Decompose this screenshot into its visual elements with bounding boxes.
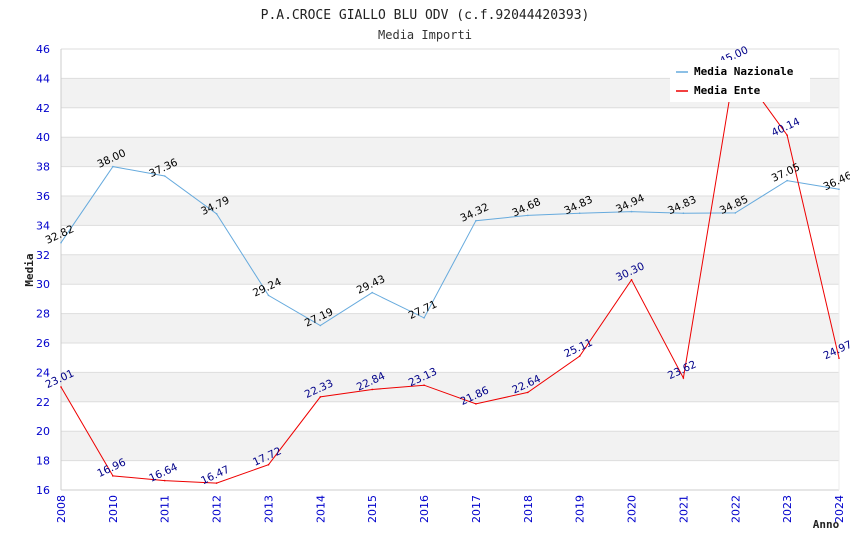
data-point xyxy=(319,324,322,327)
data-point xyxy=(578,212,581,214)
series-line-media-ente xyxy=(60,62,840,484)
series-line-media-nazionale xyxy=(60,166,840,327)
y-tick-label: 18 xyxy=(36,455,50,468)
data-point xyxy=(682,212,685,214)
y-tick-label: 46 xyxy=(36,43,50,56)
legend-label-media-nazionale: Media Nazionale xyxy=(694,65,794,78)
data-point xyxy=(838,357,840,359)
x-tick-label: 2012 xyxy=(211,495,224,523)
data-label: 16.47 xyxy=(199,464,231,488)
data-point xyxy=(527,214,529,217)
data-point xyxy=(475,403,477,405)
x-axis-label: Anno xyxy=(813,518,840,531)
data-point xyxy=(215,212,218,215)
data-point xyxy=(475,219,477,222)
y-tick-label: 44 xyxy=(36,72,50,85)
data-point xyxy=(267,463,270,466)
y-tick-label: 24 xyxy=(36,366,50,379)
data-point xyxy=(786,179,788,182)
x-tick-label: 2015 xyxy=(366,495,379,523)
x-tick-label: 2017 xyxy=(470,495,483,523)
x-axis-ticks: 2008 2010 2011 2012 2013 2014 2015 2016 2017 2018… xyxy=(55,495,846,523)
data-point xyxy=(60,241,62,244)
y-tick-label: 32 xyxy=(36,249,50,262)
x-tick-label: 2019 xyxy=(574,495,587,523)
x-tick-label: 2018 xyxy=(522,495,535,523)
x-tick-label: 2014 xyxy=(314,495,327,523)
data-point xyxy=(60,386,62,388)
data-label: 36.46 xyxy=(822,170,850,194)
data-point xyxy=(112,165,114,168)
grid-bands xyxy=(61,78,839,461)
y-tick-label: 38 xyxy=(36,161,50,174)
x-tick-label: 2008 xyxy=(55,495,68,523)
data-label: 40.14 xyxy=(770,115,803,139)
legend-label-media-ente: Media Ente xyxy=(694,84,761,97)
data-point xyxy=(423,384,425,386)
x-tick-label: 2023 xyxy=(781,495,794,523)
legend: Media Nazionale Media Ente xyxy=(670,60,810,102)
series-lines xyxy=(60,62,840,484)
y-axis-ticks: 16 18 20 22 24 26 28 30 32 34 36 38 40 42 44 46 xyxy=(36,43,50,497)
data-point xyxy=(838,188,840,191)
data-point xyxy=(527,391,529,394)
y-tick-label: 20 xyxy=(36,425,50,438)
data-point xyxy=(786,134,788,136)
x-tick-label: 2016 xyxy=(418,495,431,523)
grid-lines xyxy=(60,48,840,491)
x-tick-label: 2024 xyxy=(833,495,846,523)
data-point xyxy=(163,175,166,177)
data-point xyxy=(267,294,270,297)
x-tick-label: 2020 xyxy=(626,495,639,523)
legend-box xyxy=(670,60,810,102)
y-tick-label: 34 xyxy=(36,219,50,232)
data-point xyxy=(371,388,374,391)
x-tick-label: 2021 xyxy=(677,495,690,523)
y-tick-label: 22 xyxy=(36,396,50,409)
data-point xyxy=(630,210,633,213)
y-tick-label: 16 xyxy=(36,484,50,497)
y-tick-label: 30 xyxy=(36,278,50,291)
x-tick-label: 2011 xyxy=(159,495,172,523)
y-tick-label: 42 xyxy=(36,102,50,115)
y-tick-label: 36 xyxy=(36,190,50,203)
data-point xyxy=(371,291,374,294)
y-tick-label: 28 xyxy=(36,308,50,321)
grid-band xyxy=(61,313,839,343)
grid-band xyxy=(61,372,839,402)
data-point xyxy=(578,355,581,357)
data-point xyxy=(163,479,166,482)
y-tick-label: 26 xyxy=(36,337,50,350)
data-point xyxy=(734,212,737,214)
data-point xyxy=(319,396,322,398)
data-point xyxy=(112,475,114,477)
x-tick-label: 2022 xyxy=(729,495,742,523)
data-point xyxy=(682,377,685,379)
x-tick-label: 2010 xyxy=(107,495,120,523)
data-point xyxy=(215,482,218,484)
data-point xyxy=(423,317,425,319)
chart-subtitle: Media Importi xyxy=(378,28,472,42)
x-tick-label: 2013 xyxy=(262,495,275,523)
y-tick-label: 40 xyxy=(36,131,50,144)
chart-title: P.A.CROCE GIALLO BLU ODV (c.f.9204442039… xyxy=(261,8,590,23)
y-axis-label: Media xyxy=(23,253,36,286)
data-point xyxy=(630,278,633,281)
grid-band xyxy=(61,137,839,167)
grid-band xyxy=(61,431,839,461)
